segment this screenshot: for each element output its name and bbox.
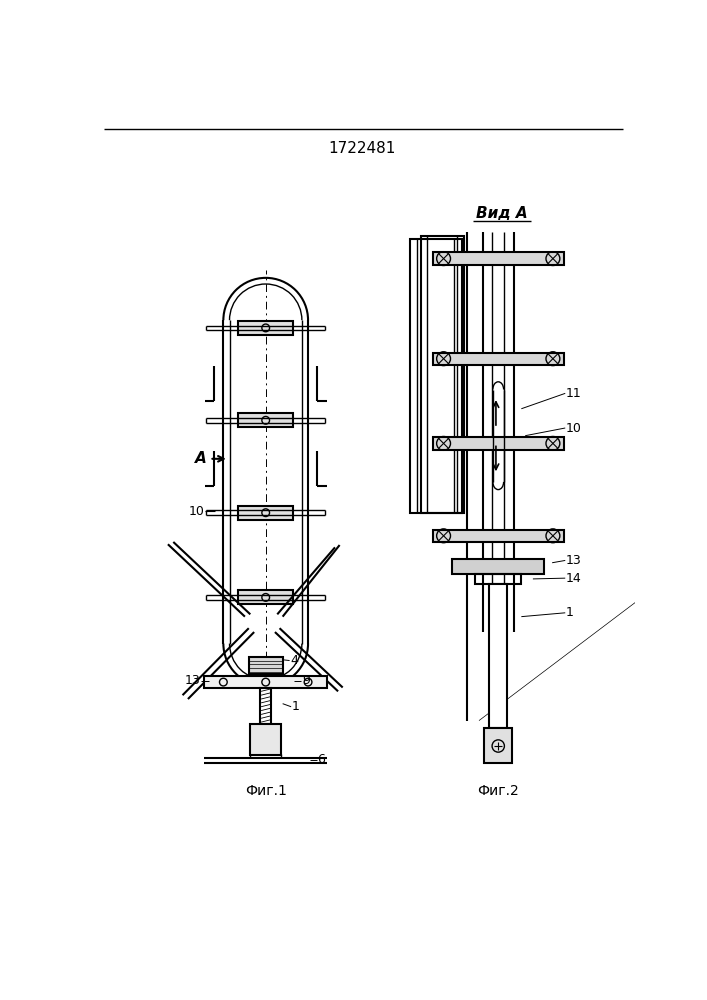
Bar [238, 506, 293, 520]
Bar [250, 724, 281, 755]
Bar [238, 413, 293, 427]
Text: 13: 13 [566, 554, 582, 567]
Text: 10: 10 [188, 505, 204, 518]
Text: 4: 4 [291, 654, 298, 667]
Bar [421, 235, 464, 513]
Text: 9: 9 [302, 674, 310, 687]
Bar [260, 688, 271, 724]
Bar [433, 437, 563, 450]
Bar [409, 239, 462, 513]
Bar [238, 321, 293, 335]
Text: 6: 6 [317, 753, 325, 766]
Text: А: А [195, 451, 207, 466]
Text: 1722481: 1722481 [328, 141, 396, 156]
Text: 1: 1 [566, 606, 574, 619]
Text: 11: 11 [566, 387, 582, 400]
Bar [433, 252, 563, 265]
Text: 10: 10 [566, 422, 582, 434]
Bar [204, 676, 327, 688]
Bar [489, 584, 508, 728]
Text: 14: 14 [566, 572, 582, 585]
Bar [238, 590, 293, 604]
Bar [433, 353, 563, 365]
Bar [475, 574, 521, 584]
Text: Фиг.1: Фиг.1 [245, 784, 286, 798]
Bar [249, 657, 283, 674]
Text: 13: 13 [185, 674, 200, 687]
Bar [433, 530, 563, 542]
Bar [484, 728, 512, 763]
Text: Фиг.2: Фиг.2 [477, 784, 519, 798]
Bar [452, 559, 544, 574]
Text: Вид А: Вид А [477, 206, 528, 221]
Text: 1: 1 [292, 700, 300, 713]
